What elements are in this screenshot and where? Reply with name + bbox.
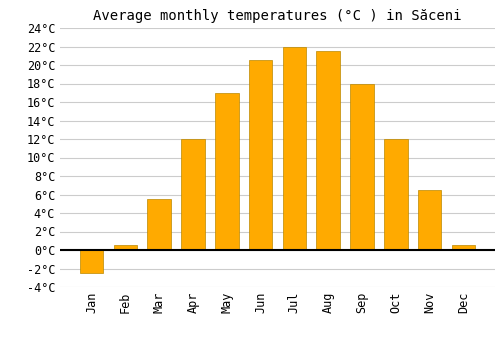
Bar xyxy=(181,139,205,250)
Bar xyxy=(215,93,238,250)
Bar xyxy=(452,245,475,250)
Bar xyxy=(418,190,442,250)
Title: Average monthly temperatures (°C ) in Săceni: Average monthly temperatures (°C ) in Să… xyxy=(93,9,462,23)
Bar xyxy=(282,47,306,250)
Bar xyxy=(384,139,407,250)
Bar xyxy=(249,60,272,250)
Bar xyxy=(148,199,171,250)
Bar xyxy=(316,51,340,250)
Bar xyxy=(80,250,104,273)
Bar xyxy=(350,84,374,250)
Bar xyxy=(114,245,137,250)
